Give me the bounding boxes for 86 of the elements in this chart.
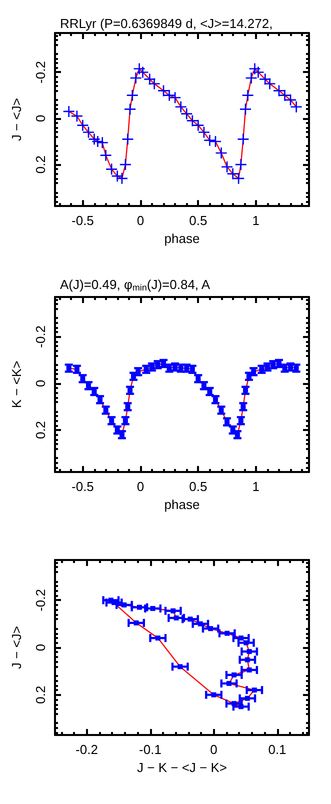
point bbox=[240, 104, 251, 115]
point bbox=[186, 115, 198, 126]
point bbox=[130, 72, 142, 84]
point bbox=[242, 90, 254, 101]
point bbox=[252, 688, 257, 693]
point bbox=[148, 78, 160, 90]
point bbox=[235, 159, 246, 170]
point bbox=[238, 704, 244, 710]
y-tick-label: 0.2 bbox=[33, 420, 48, 440]
point bbox=[232, 701, 237, 706]
point bbox=[198, 126, 210, 138]
point bbox=[170, 92, 181, 104]
point bbox=[244, 640, 249, 646]
x-tick-label: 1 bbox=[252, 213, 260, 228]
y-tick-label: -0.2 bbox=[33, 325, 48, 348]
x-tick-label: 1 bbox=[252, 479, 260, 494]
point bbox=[264, 78, 276, 90]
point bbox=[174, 615, 179, 620]
point bbox=[137, 66, 148, 78]
point bbox=[124, 104, 136, 115]
x-tick-label: 0 bbox=[136, 479, 144, 494]
point bbox=[238, 636, 244, 641]
point bbox=[211, 692, 216, 698]
point bbox=[246, 649, 252, 654]
point bbox=[290, 101, 302, 112]
x-axis-title: J − K − <J − K> bbox=[137, 760, 227, 775]
x-tick-label: 0 bbox=[210, 742, 218, 757]
y-axis-title: J − <J> bbox=[9, 626, 24, 669]
x-tick-label: -0.2 bbox=[76, 742, 98, 757]
point bbox=[126, 90, 138, 101]
point bbox=[122, 602, 127, 608]
point bbox=[244, 696, 250, 701]
y-axis-title: K − <K> bbox=[9, 360, 24, 408]
x-axis-title: phase bbox=[164, 231, 200, 246]
point bbox=[233, 172, 244, 184]
x-tick-label: -0.1 bbox=[139, 742, 162, 757]
x-tick-label: 0.5 bbox=[189, 213, 208, 228]
point bbox=[216, 148, 227, 159]
point bbox=[246, 667, 252, 672]
point bbox=[192, 120, 204, 131]
y-tick-label: 0 bbox=[33, 380, 48, 387]
point bbox=[222, 161, 233, 172]
x-tick-label: 0 bbox=[136, 213, 144, 228]
y-axis-title: J − <J> bbox=[9, 98, 24, 142]
y-tick-label: 0.2 bbox=[33, 156, 48, 174]
point bbox=[116, 172, 128, 184]
point bbox=[106, 164, 118, 175]
point bbox=[227, 168, 238, 180]
point bbox=[164, 90, 175, 101]
y-tick-label: -0.2 bbox=[33, 589, 48, 612]
y-tick-label: 0 bbox=[33, 114, 48, 122]
y-tick-label: 0 bbox=[33, 644, 48, 652]
point bbox=[77, 120, 88, 131]
x-tick-label: -0.5 bbox=[72, 479, 94, 494]
point bbox=[188, 616, 193, 622]
point bbox=[244, 657, 250, 662]
x-tick-label: -0.5 bbox=[72, 213, 94, 228]
point bbox=[198, 621, 203, 626]
point bbox=[178, 664, 183, 670]
point bbox=[224, 630, 230, 636]
point bbox=[232, 672, 237, 678]
y-tick-label: 0.2 bbox=[33, 686, 48, 704]
point bbox=[82, 126, 94, 138]
point bbox=[136, 604, 142, 610]
point bbox=[246, 72, 257, 84]
point bbox=[181, 108, 192, 120]
point bbox=[63, 106, 74, 117]
point bbox=[252, 66, 264, 78]
y-tick-label: -0.2 bbox=[33, 61, 48, 84]
point bbox=[96, 137, 108, 148]
point bbox=[279, 90, 290, 101]
point bbox=[226, 680, 232, 686]
point bbox=[150, 606, 156, 611]
point bbox=[134, 620, 139, 626]
x-tick-label: 0.5 bbox=[189, 479, 208, 494]
point bbox=[155, 636, 160, 641]
x-tick-label: 0.1 bbox=[268, 742, 286, 757]
x-axis-title: phase bbox=[164, 496, 200, 512]
point bbox=[238, 134, 249, 145]
point bbox=[170, 608, 176, 614]
chart-title: RRLyr (P=0.6369849 d, <J>=14.272, bbox=[60, 16, 273, 31]
point bbox=[204, 134, 216, 146]
point bbox=[208, 626, 214, 632]
point bbox=[175, 101, 186, 112]
point bbox=[100, 150, 112, 161]
point bbox=[122, 134, 134, 145]
